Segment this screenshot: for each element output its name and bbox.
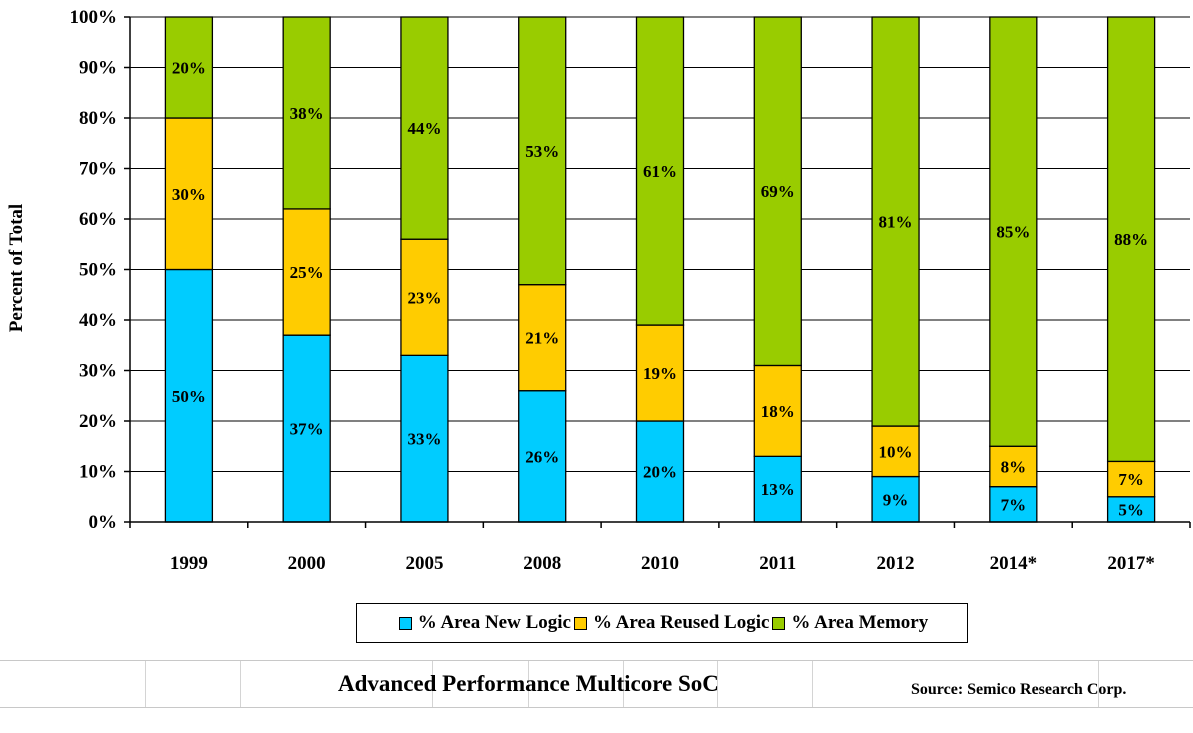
axes: 0% 10% 20% 30% 40% 50% 60% 70% 80% 90% 100% 1999 200… xyxy=(70,7,1191,574)
bar-segment xyxy=(282,208,331,336)
data-label: 18% xyxy=(761,402,795,421)
x-tick-label: 2000 xyxy=(288,553,326,574)
stacked-bar-chart: 50% 30% 20% 37% 25% 38% 33% 23% 44% 26% 21% 53% 20% 1… xyxy=(6,7,1191,574)
legend-label-new-logic: % Area New Logic xyxy=(417,612,571,633)
bar-segment xyxy=(871,16,920,427)
footer-title: Advanced Performance Multicore SoC xyxy=(338,671,719,696)
legend-item-memory: % Area Memory xyxy=(769,612,928,634)
data-label: 5% xyxy=(1118,500,1144,519)
data-label: 81% xyxy=(879,213,913,232)
footer-divider xyxy=(528,661,529,707)
data-label: 85% xyxy=(996,223,1030,242)
x-tick-label: 2017* xyxy=(1107,553,1155,574)
legend: % Area New Logic % Area Reused Logic % A… xyxy=(356,603,968,643)
footer-divider xyxy=(623,661,624,707)
legend-swatch-memory xyxy=(772,616,786,630)
data-labels: 50% 30% 20% 37% 25% 38% 33% 23% 44% 26% 21% 53% 20% 1… xyxy=(172,59,1148,520)
data-label: 9% xyxy=(883,490,909,509)
x-tick-label: 2014* xyxy=(990,553,1038,574)
bar-segment xyxy=(753,455,802,523)
data-label: 20% xyxy=(172,59,206,78)
bar-segment xyxy=(871,475,920,523)
bar-segment xyxy=(282,334,331,523)
legend-label-reused-logic: % Area Reused Logic xyxy=(592,612,770,633)
x-tick-label: 2008 xyxy=(523,553,561,574)
y-axis-title: Percent of Total xyxy=(6,204,27,332)
data-label: 20% xyxy=(643,463,677,482)
bar-segment xyxy=(164,268,214,523)
data-label: 61% xyxy=(643,162,677,181)
legend-label-memory: % Area Memory xyxy=(791,612,929,633)
bar-segment xyxy=(635,420,685,523)
y-tick-label: 50% xyxy=(79,260,117,281)
footer-divider xyxy=(812,661,813,707)
data-label: 50% xyxy=(172,387,206,406)
legend-item-reused-logic: % Area Reused Logic xyxy=(571,612,769,634)
footer-divider xyxy=(145,661,146,707)
data-label: 10% xyxy=(879,442,913,461)
y-tick-label: 80% xyxy=(79,108,117,129)
bar-segment xyxy=(753,16,802,367)
y-tick-label: 30% xyxy=(79,361,117,382)
data-label: 21% xyxy=(525,329,559,348)
y-tick-label: 70% xyxy=(79,159,117,180)
data-label: 53% xyxy=(525,142,559,161)
bar-segment xyxy=(1106,16,1156,463)
data-label: 30% xyxy=(172,185,206,204)
bar-segment xyxy=(989,485,1038,523)
bar-segment xyxy=(635,16,685,326)
bar-segment xyxy=(164,117,214,271)
bar-segment xyxy=(400,16,449,240)
footer-bar: Advanced Performance Multicore SoC Sourc… xyxy=(0,660,1193,708)
y-tick-label: 100% xyxy=(70,7,118,28)
legend-swatch-new-logic xyxy=(398,616,412,630)
bar-segment xyxy=(871,425,920,478)
footer-divider xyxy=(1098,661,1099,707)
x-tick-label: 2010 xyxy=(641,553,679,574)
x-tick-label: 2005 xyxy=(405,553,443,574)
data-label: 7% xyxy=(1118,470,1144,489)
data-label: 37% xyxy=(290,420,324,439)
footer-divider xyxy=(240,661,241,707)
bar-segment xyxy=(989,445,1038,488)
footer-divider xyxy=(717,661,718,707)
y-tick-label: 90% xyxy=(79,58,117,79)
bar-segment xyxy=(989,16,1038,447)
x-tick-label: 2011 xyxy=(759,553,796,574)
bar-segment xyxy=(518,390,567,523)
bars xyxy=(164,16,1156,523)
y-tick-label: 40% xyxy=(79,310,117,331)
data-label: 8% xyxy=(1001,457,1027,476)
data-label: 38% xyxy=(290,104,324,123)
data-label: 19% xyxy=(643,364,677,383)
data-label: 23% xyxy=(407,288,441,307)
source-credit: Source: Semico Research Corp. xyxy=(911,681,1127,698)
data-label: 25% xyxy=(290,263,324,282)
legend-item-new-logic: % Area New Logic xyxy=(396,612,571,634)
data-label: 13% xyxy=(761,480,795,499)
bar-segment xyxy=(282,16,331,210)
data-label: 69% xyxy=(761,182,795,201)
bar-segment xyxy=(164,16,214,119)
data-label: 33% xyxy=(407,430,441,449)
x-tick-label: 2012 xyxy=(877,553,915,574)
y-tick-label: 60% xyxy=(79,209,117,230)
footer-divider xyxy=(432,661,433,707)
x-tick-label: 1999 xyxy=(170,553,208,574)
legend-swatch-reused-logic xyxy=(573,616,587,630)
data-label: 44% xyxy=(407,119,441,138)
y-tick-label: 10% xyxy=(79,462,117,483)
data-label: 26% xyxy=(525,447,559,466)
bar-segment xyxy=(518,283,567,392)
data-label: 88% xyxy=(1114,230,1148,249)
y-tick-label: 0% xyxy=(89,512,118,533)
y-tick-label: 20% xyxy=(79,411,117,432)
data-label: 7% xyxy=(1001,495,1027,514)
bar-segment xyxy=(518,16,567,286)
